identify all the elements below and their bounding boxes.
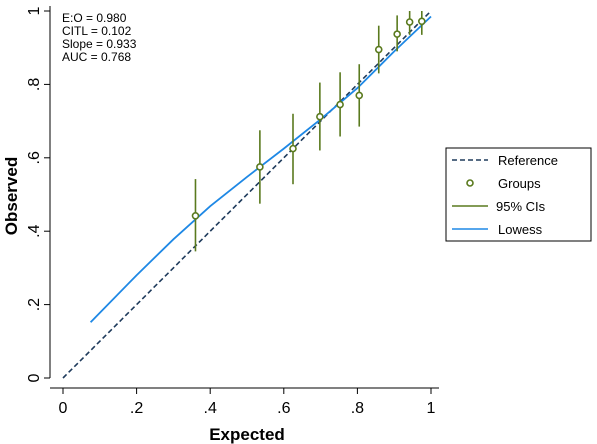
- group-point-1: [256, 163, 264, 171]
- reference-series-line: [62, 10, 432, 379]
- group-point-3: [316, 112, 324, 121]
- legend-label-ci: 95% CIs: [496, 199, 546, 214]
- stat-eo: E:O = 0.980: [62, 11, 127, 25]
- x-axis-ticks: 0 .2 .4 .6 .8 1: [59, 388, 436, 417]
- group-point-4: [336, 100, 344, 109]
- group-markers: [191, 17, 426, 220]
- stat-auc: AUC = 0.768: [62, 50, 131, 64]
- lowess-curve: [89, 15, 432, 323]
- group-point-5: [355, 91, 364, 100]
- legend-label-reference: Reference: [498, 153, 558, 168]
- x-axis-title: Expected: [209, 425, 285, 444]
- stat-citl: CITL = 0.102: [62, 24, 132, 38]
- reference-line: [62, 10, 432, 379]
- x-tick-label-2: .4: [204, 400, 217, 417]
- y-axis-title: Observed: [2, 157, 21, 235]
- y-tick-label-2: .4: [26, 224, 43, 237]
- x-tick-label-1: .2: [130, 400, 143, 417]
- group-point-7: [393, 30, 401, 38]
- group-point-6: [374, 45, 383, 54]
- stats-annotation: E:O = 0.980 CITL = 0.102 Slope = 0.933 A…: [62, 11, 137, 64]
- legend-swatch-groups: [466, 179, 474, 187]
- legend-box: [445, 147, 592, 242]
- legend-label-groups: Groups: [498, 176, 541, 191]
- legend: Reference Groups 95% CIs Lowess: [445, 147, 592, 242]
- x-tick-label-5: 1: [427, 400, 436, 417]
- x-tick-label-3: .6: [277, 400, 290, 417]
- y-axis-ticks: 0 .2 .4 .6 .8 1: [26, 6, 50, 382]
- y-tick-label-4: .8: [26, 78, 43, 91]
- stat-slope: Slope = 0.933: [62, 37, 137, 51]
- group-point-8: [405, 18, 414, 26]
- x-tick-label-4: .8: [351, 400, 364, 417]
- ci-bars: [194, 11, 423, 252]
- group-point-9: [417, 17, 426, 26]
- y-tick-label-5: 1: [26, 6, 43, 15]
- x-tick-label-0: 0: [59, 400, 68, 417]
- y-tick-label-3: .6: [26, 151, 43, 164]
- y-tick-label-0: 0: [26, 373, 43, 382]
- legend-label-lowess: Lowess: [498, 222, 543, 237]
- y-tick-label-1: .2: [26, 298, 43, 311]
- group-point-0: [191, 211, 200, 220]
- group-point-2: [289, 144, 297, 153]
- lowess-series-line: [89, 15, 432, 323]
